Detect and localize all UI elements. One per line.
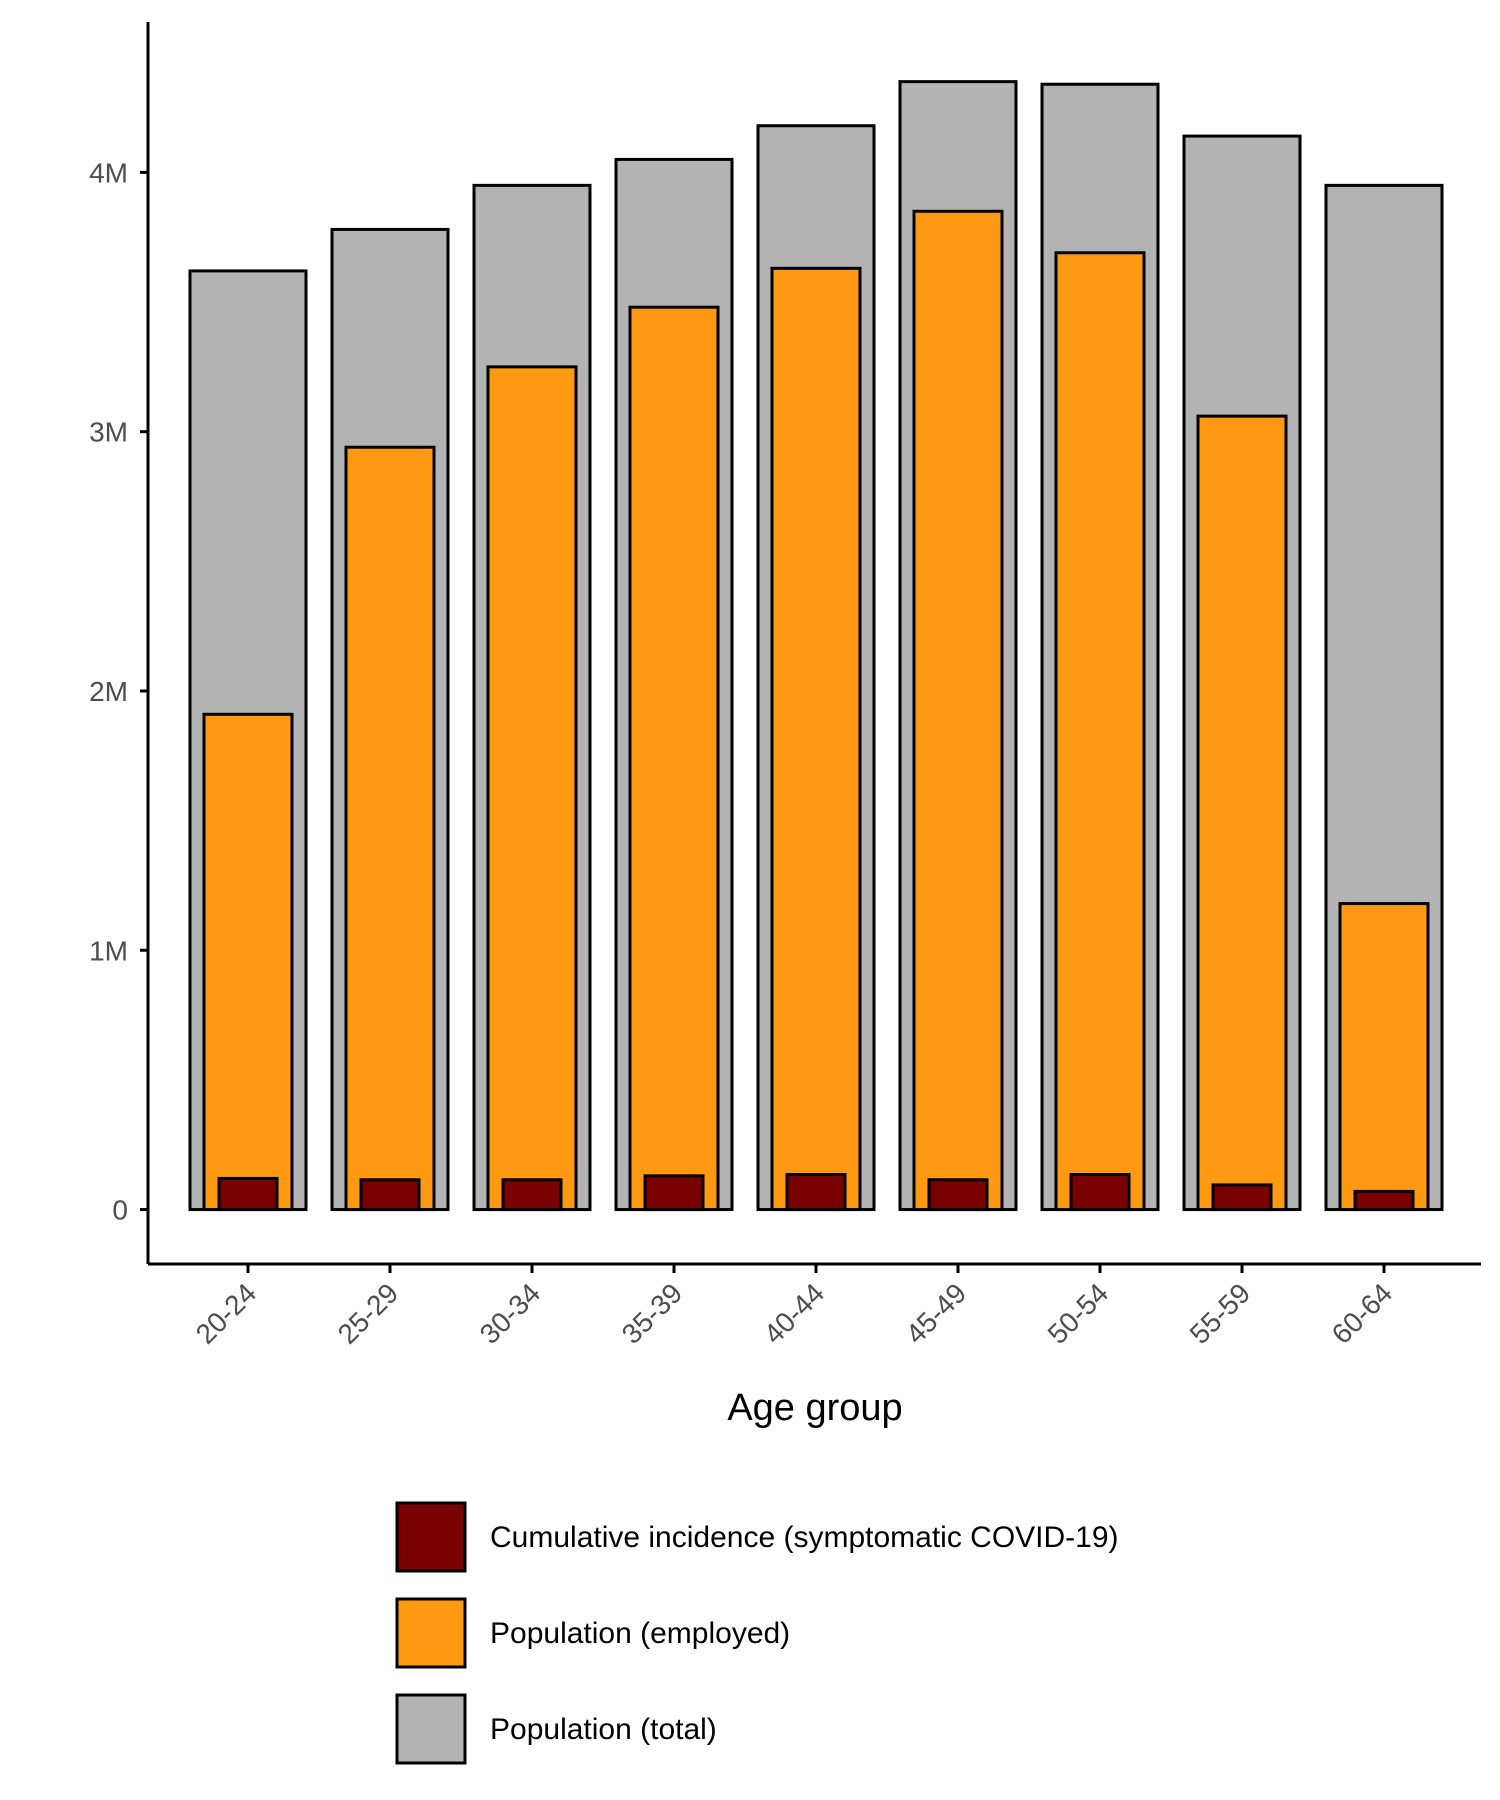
x-tick-label: 50-54 bbox=[1042, 1277, 1115, 1350]
bar-incidence-35-39 bbox=[643, 1174, 705, 1212]
y-axis-ticks: 0 1M 2M 3M 4M bbox=[89, 157, 148, 1226]
bar-employed-55-59 bbox=[1196, 414, 1288, 1212]
bar-employed-20-24 bbox=[202, 712, 294, 1212]
bar-incidence-40-44 bbox=[785, 1173, 847, 1212]
y-tick-label: 3M bbox=[89, 417, 128, 448]
bar-incidence-20-24 bbox=[217, 1176, 279, 1212]
bar-incidence-45-49 bbox=[927, 1178, 989, 1212]
bar-incidence-55-59 bbox=[1211, 1183, 1273, 1212]
legend-key-3 bbox=[395, 1693, 467, 1765]
x-tick-label: 20-24 bbox=[190, 1277, 263, 1350]
bar-employed-50-54 bbox=[1054, 251, 1146, 1212]
x-tick-label: 35-39 bbox=[616, 1277, 689, 1350]
bar-employed-45-49 bbox=[912, 209, 1004, 1212]
bar-incidence-60-64 bbox=[1353, 1189, 1415, 1212]
y-tick-label: 1M bbox=[89, 935, 128, 966]
y-tick-label: 0 bbox=[112, 1195, 128, 1226]
x-tick-label: 55-59 bbox=[1184, 1277, 1257, 1350]
bars-employed bbox=[202, 209, 1430, 1212]
x-axis-title: Age group bbox=[727, 1387, 902, 1429]
x-tick-label: 25-29 bbox=[332, 1277, 405, 1350]
bar-incidence-30-34 bbox=[501, 1178, 563, 1212]
x-tick-label: 40-44 bbox=[758, 1277, 831, 1350]
bar-incidence-50-54 bbox=[1069, 1173, 1131, 1212]
bar-employed-30-34 bbox=[486, 365, 578, 1212]
bar-employed-60-64 bbox=[1338, 902, 1430, 1212]
bar-employed-25-29 bbox=[344, 445, 436, 1212]
x-tick-label: 30-34 bbox=[474, 1277, 547, 1350]
x-tick-label: 45-49 bbox=[900, 1277, 973, 1350]
bar-incidence-25-29 bbox=[359, 1178, 421, 1212]
y-tick-label: 2M bbox=[89, 676, 128, 707]
x-axis-ticks: 20-24 25-29 30-34 35-39 40-44 45-49 50-54 55-59… bbox=[190, 1264, 1399, 1350]
legend-label-2: Population (employed) bbox=[490, 1617, 790, 1650]
y-tick-label: 4M bbox=[89, 157, 128, 188]
legend: Cumulative incidence (symptomatic COVID-… bbox=[395, 1501, 1119, 1765]
legend-label-1: Cumulative incidence (symptomatic COVID-… bbox=[490, 1521, 1119, 1554]
legend-label-3: Population (total) bbox=[490, 1713, 717, 1746]
x-tick-label: 60-64 bbox=[1326, 1277, 1399, 1350]
bars-incidence bbox=[217, 1173, 1415, 1212]
bar-employed-35-39 bbox=[628, 305, 720, 1212]
legend-key-2 bbox=[395, 1597, 467, 1669]
bar-employed-40-44 bbox=[770, 266, 862, 1212]
legend-key-1 bbox=[395, 1501, 467, 1573]
